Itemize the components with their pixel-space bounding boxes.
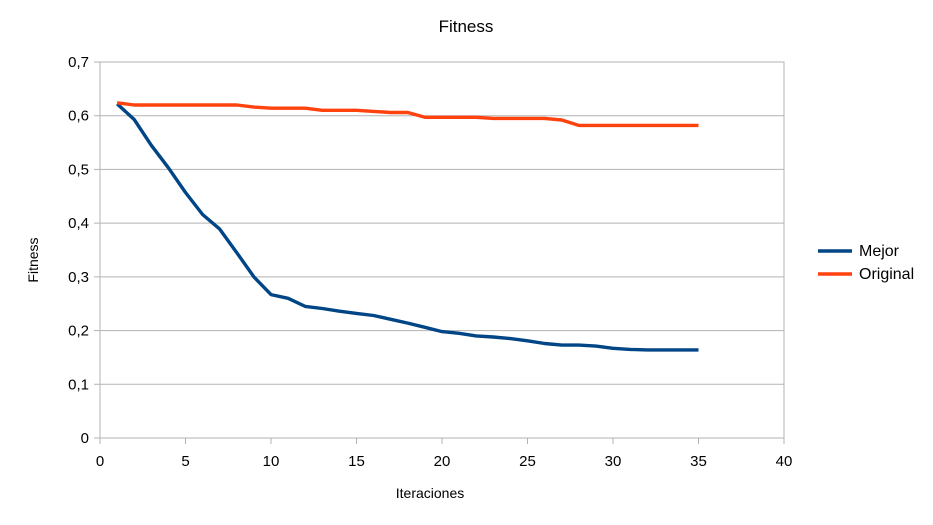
x-tick-label: 40 <box>776 453 793 470</box>
x-tick-label: 25 <box>519 453 536 470</box>
y-tick-label: 0,2 <box>68 323 89 340</box>
y-tick-label: 0,4 <box>68 215 89 232</box>
series-line-original <box>116 101 699 128</box>
y-tick-label: 0,3 <box>68 269 89 286</box>
x-tick-label: 5 <box>181 453 189 470</box>
x-axis-ticks: 0 5 10 15 20 25 30 35 40 <box>96 438 793 470</box>
y-tick-label: 0,6 <box>68 108 89 125</box>
y-tick-label: 0,5 <box>68 161 89 178</box>
x-tick-label: 20 <box>434 453 451 470</box>
legend-label-mejor: Mejor <box>859 243 900 260</box>
x-tick-label: 0 <box>96 453 104 470</box>
x-tick-label: 10 <box>263 453 280 470</box>
y-axis-title: Fitness <box>25 237 41 282</box>
chart-title: Fitness <box>439 17 494 36</box>
x-tick-label: 35 <box>690 453 707 470</box>
y-tick-label: 0 <box>81 430 89 447</box>
series-line-mejor <box>115 102 699 352</box>
y-tick-label: 0,7 <box>68 54 89 71</box>
x-axis-title: Iteraciones <box>396 485 464 501</box>
x-tick-label: 30 <box>605 453 622 470</box>
x-tick-label: 15 <box>348 453 365 470</box>
y-axis-ticks: 0 0,1 0,2 0,3 0,4 0,5 0,6 0,7 <box>68 54 100 447</box>
series-lines <box>115 101 699 352</box>
legend: Mejor Original <box>818 243 914 283</box>
y-tick-label: 0,1 <box>68 376 89 393</box>
legend-label-original: Original <box>859 266 914 283</box>
